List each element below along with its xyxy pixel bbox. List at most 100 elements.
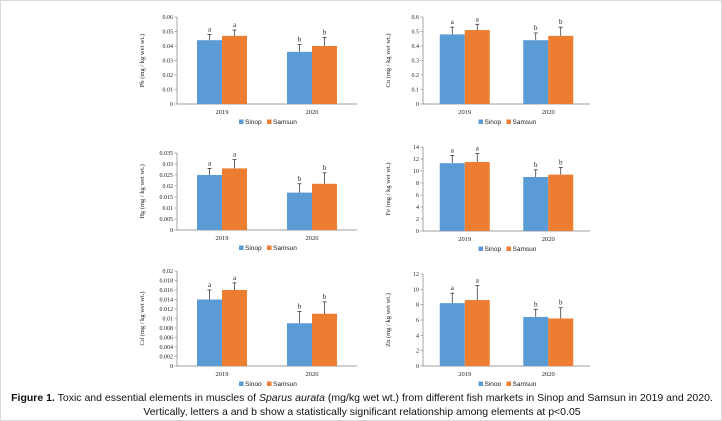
- significance-letter: b: [534, 161, 538, 169]
- x-category-label: 2020: [306, 235, 319, 242]
- x-category-label: 2019: [216, 371, 229, 378]
- x-category-label: 2020: [542, 371, 555, 378]
- y-tick-label: 0.3: [412, 59, 420, 65]
- significance-letter: a: [451, 146, 455, 154]
- chart-panel: 0 0.1 0.2 0.3 0.4 0.5 0.6 Cu (mg / kg wet wt.) a…: [385, 15, 590, 126]
- legend-swatch-sinop: [239, 119, 244, 124]
- y-tick-label: 4: [416, 205, 419, 211]
- chart-panel: 0 2 4 6 8 10 12 14 Fe (mg / kg wet wt.) a a 2019 b b 2…: [385, 145, 590, 253]
- significance-letter: b: [323, 293, 327, 301]
- significance-letter: b: [559, 18, 563, 26]
- y-tick-label: 0.6: [412, 15, 420, 21]
- y-tick-label: 0.1: [412, 88, 420, 94]
- x-category-label: 2020: [306, 371, 319, 378]
- y-tick-label: 2: [416, 217, 419, 223]
- significance-letter: b: [298, 36, 302, 44]
- x-category-label: 2019: [458, 371, 471, 378]
- y-tick-label: 0.012: [160, 307, 174, 313]
- bar-sinop-2019: [439, 34, 465, 104]
- caption-label: Figure 1.: [11, 392, 55, 404]
- y-tick-label: 4: [416, 333, 419, 339]
- bar-sinop-2020: [523, 316, 549, 366]
- x-category-label: 2019: [216, 235, 229, 242]
- significance-letter: b: [298, 175, 302, 183]
- y-tick-label: 8: [416, 181, 419, 187]
- significance-letter: a: [233, 274, 237, 282]
- legend-label-sinop: Sinop: [485, 381, 502, 386]
- legend-swatch-samsun: [267, 245, 272, 250]
- y-tick-label: 0.06: [163, 15, 174, 21]
- y-tick-label: 0: [416, 229, 419, 235]
- bar-samsun-2020: [548, 174, 574, 231]
- y-tick-label: 0.025: [160, 173, 174, 179]
- significance-letter: b: [323, 28, 327, 36]
- y-tick-label: 0.01: [163, 206, 174, 212]
- legend-label-sinop: Sinop: [485, 119, 502, 126]
- bar-samsun-2019: [464, 300, 490, 366]
- y-tick-label: 0.005: [160, 217, 174, 223]
- y-axis-label: Zn (mg / kg wet wt.): [385, 293, 392, 347]
- x-category-label: 2020: [306, 109, 319, 116]
- bar-samsun-2019: [222, 35, 247, 104]
- caption-before: Toxic and essential elements in muscles …: [54, 392, 259, 404]
- significance-letter: a: [233, 151, 237, 159]
- legend-label-samsun: Samsun: [513, 246, 537, 253]
- y-tick-label: 0.002: [160, 355, 174, 361]
- y-tick-label: 0.014: [160, 298, 174, 304]
- bar-samsun-2020: [312, 183, 337, 230]
- y-tick-label: 0.006: [160, 336, 174, 342]
- significance-letter: a: [451, 284, 455, 292]
- bar-samsun-2020: [548, 35, 574, 104]
- y-tick-label: 0: [170, 228, 173, 234]
- bar-sinop-2019: [197, 40, 222, 104]
- significance-letter: a: [208, 281, 212, 289]
- y-axis-label: Hg (mg / kg wet wt.): [139, 164, 146, 219]
- legend-label-samsun: Samsun: [273, 119, 297, 126]
- y-axis-label: Pb (mg / kg wet wt.): [139, 34, 146, 87]
- y-tick-label: 0.018: [160, 279, 174, 285]
- chart-panel: 0 0.002 0.004 0.006 0.008 0.01 0.012 0.014 0.016…: [139, 269, 357, 386]
- significance-letter: b: [534, 24, 538, 32]
- x-category-label: 2020: [542, 236, 555, 243]
- y-tick-label: 0.035: [160, 151, 174, 157]
- significance-letter: b: [559, 299, 563, 307]
- legend-swatch-samsun: [506, 381, 511, 386]
- bar-samsun-2019: [464, 30, 490, 104]
- y-tick-label: 6: [416, 318, 419, 324]
- y-tick-label: 0.4: [412, 44, 420, 50]
- y-tick-label: 2: [416, 349, 419, 355]
- y-tick-label: 0.016: [160, 288, 174, 294]
- significance-letter: a: [233, 21, 237, 29]
- legend-label-sinop: Sinop: [245, 245, 262, 252]
- legend-swatch-sinop: [239, 245, 244, 250]
- bar-sinop-2019: [197, 175, 222, 230]
- legend-swatch-sinop: [478, 246, 483, 251]
- figure-caption: Figure 1. Toxic and essential elements i…: [9, 391, 715, 419]
- bar-sinop-2020: [523, 40, 549, 104]
- legend-label-samsun: Samsun: [513, 381, 537, 386]
- chart-panel: 0 0.01 0.02 0.03 0.04 0.05 0.06 Pb (mg / kg wet…: [139, 15, 357, 126]
- significance-letter: b: [534, 300, 538, 308]
- legend-label-samsun: Samsun: [513, 119, 537, 126]
- y-tick-label: 10: [413, 169, 419, 175]
- x-category-label: 2019: [458, 236, 471, 243]
- y-tick-label: 0.04: [163, 44, 174, 50]
- y-tick-label: 0.008: [160, 326, 174, 332]
- bar-sinop-2019: [197, 299, 222, 366]
- significance-letter: b: [323, 164, 327, 172]
- y-tick-label: 0.01: [163, 88, 174, 94]
- legend-swatch-sinop: [239, 381, 244, 386]
- y-tick-label: 8: [416, 303, 419, 309]
- y-tick-label: 0: [170, 364, 173, 370]
- y-tick-label: 12: [413, 157, 419, 163]
- legend-swatch-sinop: [478, 381, 483, 386]
- bar-samsun-2020: [312, 46, 337, 104]
- x-category-label: 2019: [216, 109, 229, 116]
- y-tick-label: 0: [416, 102, 419, 108]
- legend-swatch-samsun: [506, 246, 511, 251]
- bar-samsun-2020: [312, 313, 337, 366]
- legend-label-sinop: Sinop: [245, 381, 262, 386]
- legend-swatch-samsun: [506, 119, 511, 124]
- y-tick-label: 0.01: [163, 317, 174, 323]
